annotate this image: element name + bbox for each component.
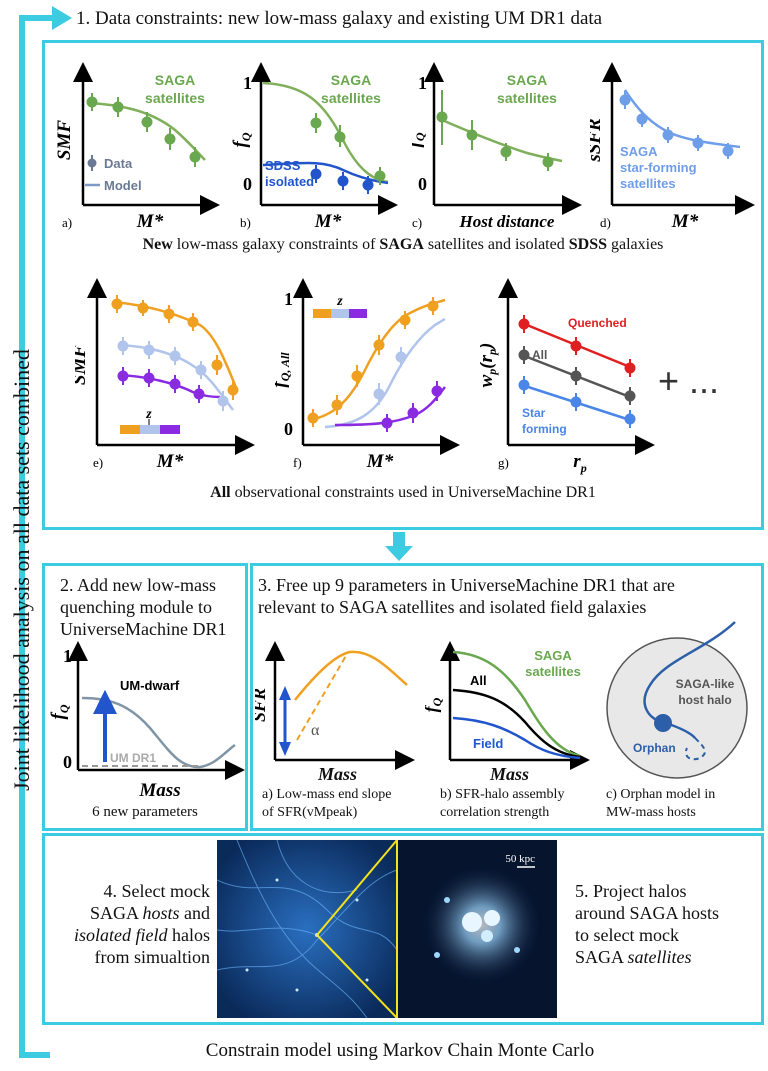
- svg-text:Model: Model: [104, 178, 142, 193]
- simulation-image: 50 kpc: [217, 840, 557, 1018]
- svg-text:b): b): [240, 215, 251, 230]
- svg-text:wp(rp): wp(rp): [480, 343, 499, 388]
- panel-d: sSFR M* d) SAGA star-forming satellites: [590, 62, 755, 230]
- svg-text:SAGA-like: SAGA-like: [676, 677, 735, 691]
- svg-text:Star: Star: [522, 406, 546, 420]
- svg-text:sSFR: sSFR: [590, 118, 605, 162]
- step3-a-xlabel: Mass: [318, 764, 358, 784]
- svg-text:e): e): [93, 455, 103, 470]
- svg-text:All: All: [470, 673, 487, 688]
- svg-text:Orphan: Orphan: [633, 741, 676, 755]
- svg-text:d): d): [600, 215, 611, 230]
- svg-text:fQ: fQ: [230, 132, 253, 147]
- step2-caption: 6 new parameters: [92, 804, 198, 820]
- svg-text:SMF: SMF: [75, 345, 90, 385]
- xlabel: M*: [136, 211, 164, 230]
- panel-e: SMF M* e) z: [75, 278, 255, 470]
- step3-panel-a: SFR α: [255, 641, 415, 770]
- svg-text:Quenched: Quenched: [568, 316, 627, 330]
- svg-text:Mass: Mass: [138, 780, 180, 801]
- svg-text:z: z: [145, 407, 152, 422]
- svg-text:M*: M*: [366, 451, 394, 470]
- step2-title: 2. Add new low-mass quenching module to Un…: [60, 575, 227, 639]
- svg-text:fQ, All: fQ, All: [275, 352, 292, 388]
- step3-box: [250, 563, 764, 831]
- panel-g: wp(rp) rp g) Quenched All Star forming: [480, 278, 655, 475]
- step3-c-caption: c) Orphan model in MW-mass hosts: [606, 787, 716, 820]
- panel-c: 1 0 fQ Host distance c) SAGA satellites: [412, 62, 582, 230]
- row2-caption: All observational constraints used in Un…: [210, 484, 596, 501]
- svg-text:satellites: satellites: [620, 176, 676, 191]
- svg-text:c): c): [412, 215, 422, 230]
- step3-a-caption: a) Low-mass end slope of SFR(vMpeak): [262, 787, 392, 820]
- svg-text:0: 0: [418, 174, 427, 194]
- step1-box: [42, 40, 764, 530]
- ellipsis: + ...: [658, 360, 720, 401]
- step3-panel-b: fQ All Field SAGA satellites: [425, 641, 590, 770]
- svg-text:isolated: isolated: [265, 174, 314, 189]
- svg-text:SAGA: SAGA: [155, 72, 195, 88]
- svg-text:satellites: satellites: [525, 664, 581, 679]
- cosmic-web: [217, 840, 397, 1018]
- svg-text:UM-dwarf: UM-dwarf: [120, 678, 180, 693]
- svg-text:rp: rp: [573, 451, 586, 475]
- svg-text:1: 1: [63, 646, 72, 666]
- svg-text:SDSS: SDSS: [265, 158, 301, 173]
- ylabel: SMF: [54, 120, 75, 160]
- panel-b: 1 0 fQ M* b) SAGA satellites SDSS isolat…: [230, 62, 398, 230]
- svg-text:SAGA: SAGA: [507, 72, 547, 88]
- svg-text:0: 0: [243, 174, 252, 194]
- step4-text: 4. Select mock SAGA hosts and isolated f…: [74, 881, 210, 967]
- bottom-caption: Constrain model using Markov Chain Monte…: [205, 1040, 595, 1061]
- step2-plot: 1 0 fQ Mass UM-dwarf UM DR1: [50, 641, 245, 801]
- row1-caption: New low-mass galaxy constraints of SAGA …: [142, 236, 664, 253]
- svg-text:0: 0: [284, 419, 293, 439]
- side-label: Joint likelihood analysis on all data se…: [9, 349, 34, 791]
- svg-text:z: z: [336, 294, 343, 309]
- svg-text:f): f): [293, 455, 302, 470]
- svg-text:α: α: [311, 722, 320, 739]
- step3-title: 3. Free up 9 parameters in UniverseMachi…: [258, 575, 675, 617]
- svg-text:SFR: SFR: [255, 688, 269, 722]
- svg-text:1: 1: [243, 73, 252, 93]
- svg-text:UM DR1: UM DR1: [110, 751, 156, 765]
- svg-text:SAGA: SAGA: [620, 144, 658, 159]
- svg-text:host halo: host halo: [678, 693, 731, 707]
- tag: a): [62, 215, 72, 230]
- svg-text:50 kpc: 50 kpc: [505, 853, 535, 865]
- svg-text:0: 0: [63, 752, 72, 772]
- svg-text:forming: forming: [522, 422, 567, 436]
- step45-box: [42, 833, 764, 1025]
- svg-text:fQ: fQ: [425, 697, 444, 712]
- step2-box: [42, 563, 248, 831]
- svg-text:fQ: fQ: [50, 704, 71, 719]
- step1-title: 1. Data constraints: new low-mass galaxy…: [76, 8, 603, 29]
- panel-f: 1 0 fQ, All M* f) z: [275, 278, 460, 470]
- step3-b-xlabel: Mass: [490, 764, 530, 784]
- svg-text:SAGA: SAGA: [534, 648, 572, 663]
- svg-text:1: 1: [284, 289, 293, 309]
- step3-b-caption: b) SFR-halo assembly correlation strength: [440, 787, 565, 820]
- svg-text:M*: M*: [671, 211, 699, 230]
- svg-text:satellites: satellites: [321, 90, 381, 106]
- svg-text:All: All: [532, 348, 547, 362]
- data-points: [86, 93, 201, 167]
- svg-text:M*: M*: [314, 211, 342, 230]
- step3-panel-c: SAGA-like host halo Orphan: [606, 621, 748, 779]
- svg-text:satellites: satellites: [145, 90, 205, 106]
- svg-text:satellites: satellites: [497, 90, 557, 106]
- svg-text:Field: Field: [473, 736, 503, 751]
- svg-text:SAGA: SAGA: [331, 72, 371, 88]
- svg-text:fQ: fQ: [412, 132, 427, 147]
- svg-text:Host distance: Host distance: [459, 212, 555, 230]
- svg-text:M*: M*: [156, 451, 184, 470]
- svg-text:g): g): [498, 455, 509, 470]
- svg-text:1: 1: [418, 73, 427, 93]
- svg-text:Data: Data: [104, 156, 133, 171]
- step5-text: 5. Project halos around SAGA hosts to se…: [575, 881, 720, 967]
- panel-a: SMF M* a) SAGA satellites Data Model: [54, 62, 220, 230]
- svg-text:star-forming: star-forming: [620, 160, 697, 175]
